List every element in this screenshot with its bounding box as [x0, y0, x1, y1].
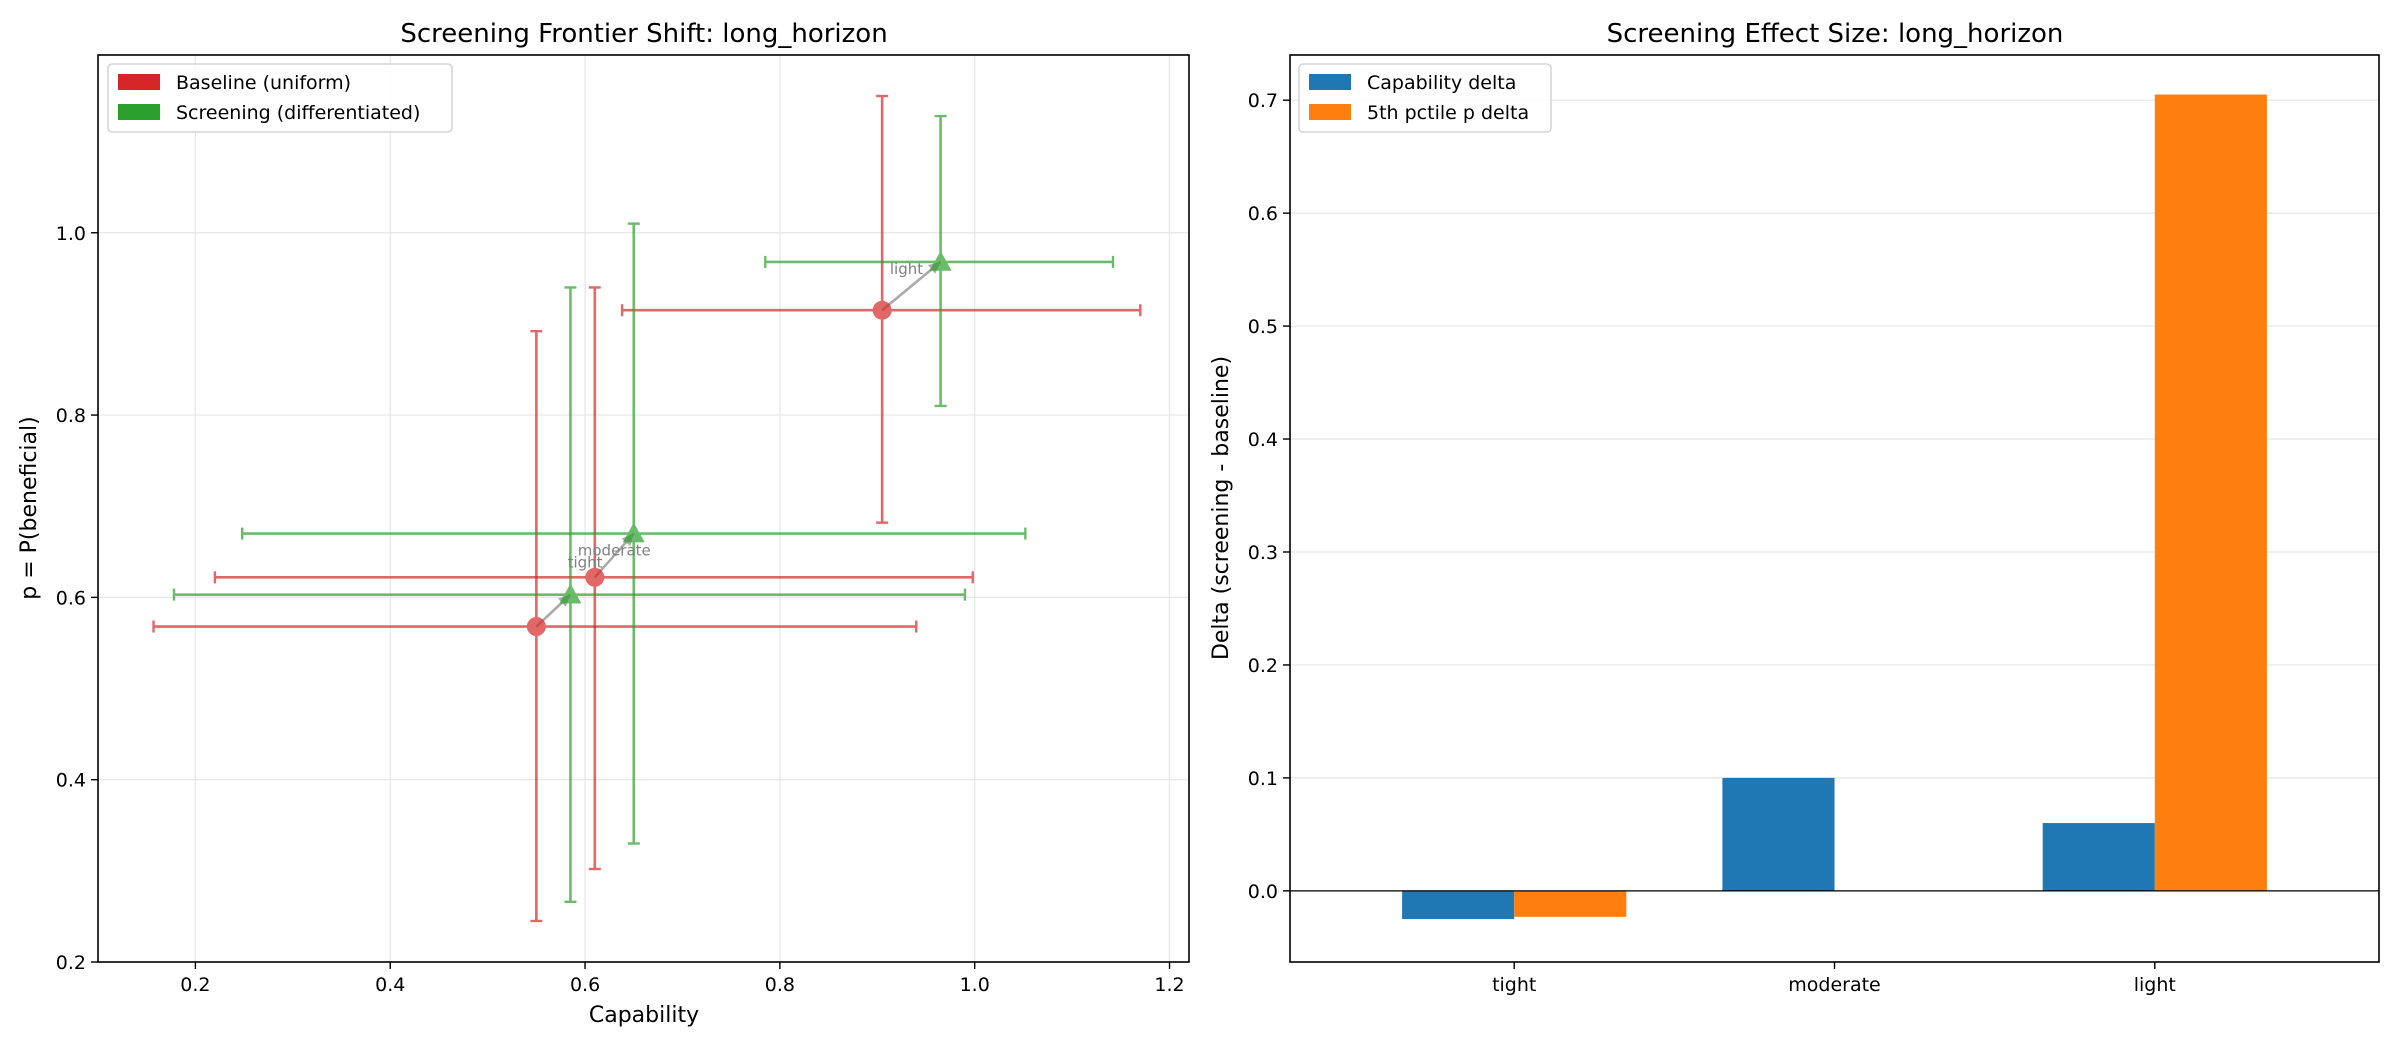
bar-capability-light — [2042, 823, 2155, 891]
y-tick-label: 0.5 — [1248, 316, 1278, 338]
plot-frame — [1289, 54, 2380, 963]
marker-triangle — [929, 250, 952, 271]
legend-swatch-capability — [1309, 74, 1351, 90]
marker-triangle — [559, 583, 582, 604]
screening-point-light — [764, 114, 1115, 408]
legend-label-capability: Capability delta — [1367, 72, 1516, 94]
bar-pctile-light — [2154, 94, 2267, 891]
y-tick-label: 0.0 — [1248, 881, 1278, 903]
y-tick-label: 0.6 — [56, 587, 86, 609]
legend-label-baseline: Baseline (uniform) — [176, 72, 351, 94]
bar-capability-tight — [1402, 890, 1515, 920]
baseline-point-light — [620, 94, 1142, 524]
y-axis-label: Delta (screening - baseline) — [1209, 356, 1234, 660]
x-axis-ticks: tight moderate light — [1492, 962, 2176, 996]
legend-box — [107, 63, 453, 133]
y-tick-label: 0.2 — [56, 952, 86, 974]
point-annotation-moderate: moderate — [578, 541, 651, 559]
y-tick-label: 0.6 — [1248, 203, 1278, 225]
plot-frame — [97, 54, 1190, 963]
y-tick-label: 0.1 — [1248, 768, 1278, 790]
effect-size-bar-chart: Screening Effect Size: long_horizon 0.00… — [1209, 19, 2380, 996]
screening-point-moderate — [240, 222, 1027, 845]
bars — [1290, 94, 2379, 920]
x-axis-ticks: 0.2 0.4 0.6 0.8 1.0 1.2 — [180, 962, 1185, 996]
x-tick-label: tight — [1492, 974, 1536, 996]
point-annotation-light: light — [890, 260, 923, 278]
baseline-point-moderate — [213, 286, 974, 871]
legend: Capability delta 5th pctile p delta — [1298, 63, 1552, 133]
x-tick-label: 0.8 — [765, 974, 795, 996]
marker-circle — [526, 617, 546, 637]
legend-label-screening: Screening (differentiated) — [176, 102, 420, 124]
bar-pctile-tight — [1514, 890, 1627, 917]
y-tick-label: 0.8 — [56, 405, 86, 427]
y-axis-ticks: 0.0 0.1 0.2 0.3 0.4 0.5 0.6 0.7 — [1248, 90, 1290, 903]
x-axis-label: Capability — [589, 1003, 699, 1028]
x-tick-label: light — [2134, 974, 2176, 996]
chart-title: Screening Frontier Shift: long_horizon — [400, 19, 887, 49]
legend-label-pctile: 5th pctile p delta — [1367, 102, 1529, 124]
legend: Baseline (uniform) Screening (differenti… — [107, 63, 453, 133]
legend-box — [1298, 63, 1552, 133]
x-tick-label: 0.2 — [180, 974, 210, 996]
point-annotation-tight: tight — [568, 553, 603, 571]
legend-swatch-screening — [118, 104, 160, 120]
x-tick-label: 1.2 — [1154, 974, 1184, 996]
legend-swatch-baseline — [118, 74, 160, 90]
y-tick-label: 0.2 — [1248, 655, 1278, 677]
x-tick-label: 0.4 — [375, 974, 405, 996]
y-tick-label: 1.0 — [56, 223, 86, 245]
x-tick-label: moderate — [1788, 974, 1880, 996]
y-tick-label: 0.4 — [1248, 429, 1278, 451]
bar-capability-moderate — [1722, 777, 1835, 891]
marker-circle — [872, 300, 892, 320]
y-tick-label: 0.3 — [1248, 542, 1278, 564]
baseline-point-tight — [152, 330, 918, 923]
y-axis-ticks: 0.2 0.4 0.6 0.8 1.0 — [56, 223, 98, 974]
chart-title: Screening Effect Size: long_horizon — [1607, 19, 2064, 49]
screening-point-tight — [172, 286, 967, 904]
y-tick-label: 0.4 — [56, 770, 86, 792]
y-axis-label: p = P(beneficial) — [17, 416, 42, 599]
frontier-scatter-chart: Screening Frontier Shift: long_horizon 0… — [17, 19, 1190, 1028]
legend-swatch-pctile — [1309, 104, 1351, 120]
x-tick-label: 1.0 — [960, 974, 990, 996]
x-tick-label: 0.6 — [570, 974, 600, 996]
marker-triangle — [622, 522, 645, 543]
marker-circle — [585, 567, 605, 587]
grid — [98, 55, 1189, 963]
y-tick-label: 0.7 — [1248, 90, 1278, 112]
